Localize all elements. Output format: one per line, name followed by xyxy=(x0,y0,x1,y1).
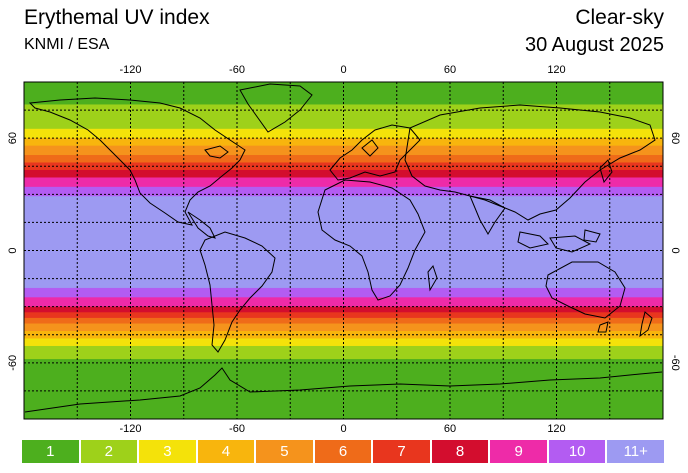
uv-map: -120 -120 -60 -60 0 0 60 60 120 120 60 60 0 0 -60 -60 xyxy=(7,64,681,435)
uv-band-2 xyxy=(24,128,663,139)
lat-tick-label-left: 0 xyxy=(7,247,19,253)
map-frame xyxy=(23,81,664,420)
uv-band-20 xyxy=(24,359,663,420)
lon-tick-label-top: 120 xyxy=(547,64,565,76)
legend-item-7: 7 xyxy=(373,440,430,463)
uv-band-1 xyxy=(24,104,663,130)
lon-tick-label-top: 60 xyxy=(444,64,456,76)
lon-tick-label-bottom: -60 xyxy=(229,423,245,435)
legend-item-10: 10 xyxy=(548,440,606,463)
uv-band-0 xyxy=(24,82,663,105)
legend-item-9: 9 xyxy=(490,440,547,463)
lat-tick-label-left: 60 xyxy=(7,132,19,144)
legend-item-3: 3 xyxy=(139,440,196,463)
scenario-label: Clear-sky xyxy=(575,6,664,29)
date-label: 30 August 2025 xyxy=(524,34,664,56)
axis-ticks: -120 -120 -60 -60 0 0 60 60 120 120 60 60 0 0 -60 -60 xyxy=(7,64,681,435)
uv-legend: 1 2 3 4 5 6 7 8 9 10 11+ xyxy=(22,440,665,463)
lon-tick-label-top: -120 xyxy=(119,64,141,76)
legend-item-4: 4 xyxy=(197,440,255,463)
legend-item-2: 2 xyxy=(80,440,138,463)
uv-band-7 xyxy=(24,169,663,178)
lat-tick-label-right: 0 xyxy=(669,247,681,253)
lat-tick-label-right: -60 xyxy=(669,355,681,371)
lon-tick-label-bottom: 60 xyxy=(444,423,456,435)
uv-band-11 xyxy=(24,287,663,298)
lon-tick-label-bottom: 120 xyxy=(547,423,565,435)
legend-item-8: 8 xyxy=(431,440,489,463)
coastlines xyxy=(24,83,663,413)
lat-tick-label-right: 60 xyxy=(669,132,681,144)
uv-band-15 xyxy=(24,317,663,325)
graticule xyxy=(24,82,663,419)
lat-tick-label-left: -60 xyxy=(7,355,19,371)
legend-item-6: 6 xyxy=(314,440,372,463)
uv-band-13 xyxy=(24,306,663,313)
legend-item-11+: 11+ xyxy=(607,440,665,463)
map-title: Erythemal UV index xyxy=(24,6,210,29)
lon-tick-label-bottom: -120 xyxy=(119,423,141,435)
lon-tick-label-top: 0 xyxy=(340,64,346,76)
legend-item-5: 5 xyxy=(256,440,313,463)
uv-band-19 xyxy=(24,345,663,360)
legend-item-1: 1 xyxy=(22,440,79,463)
lon-tick-label-top: -60 xyxy=(229,64,245,76)
source-label: KNMI / ESA xyxy=(24,36,110,53)
lon-tick-label-bottom: 0 xyxy=(340,423,346,435)
